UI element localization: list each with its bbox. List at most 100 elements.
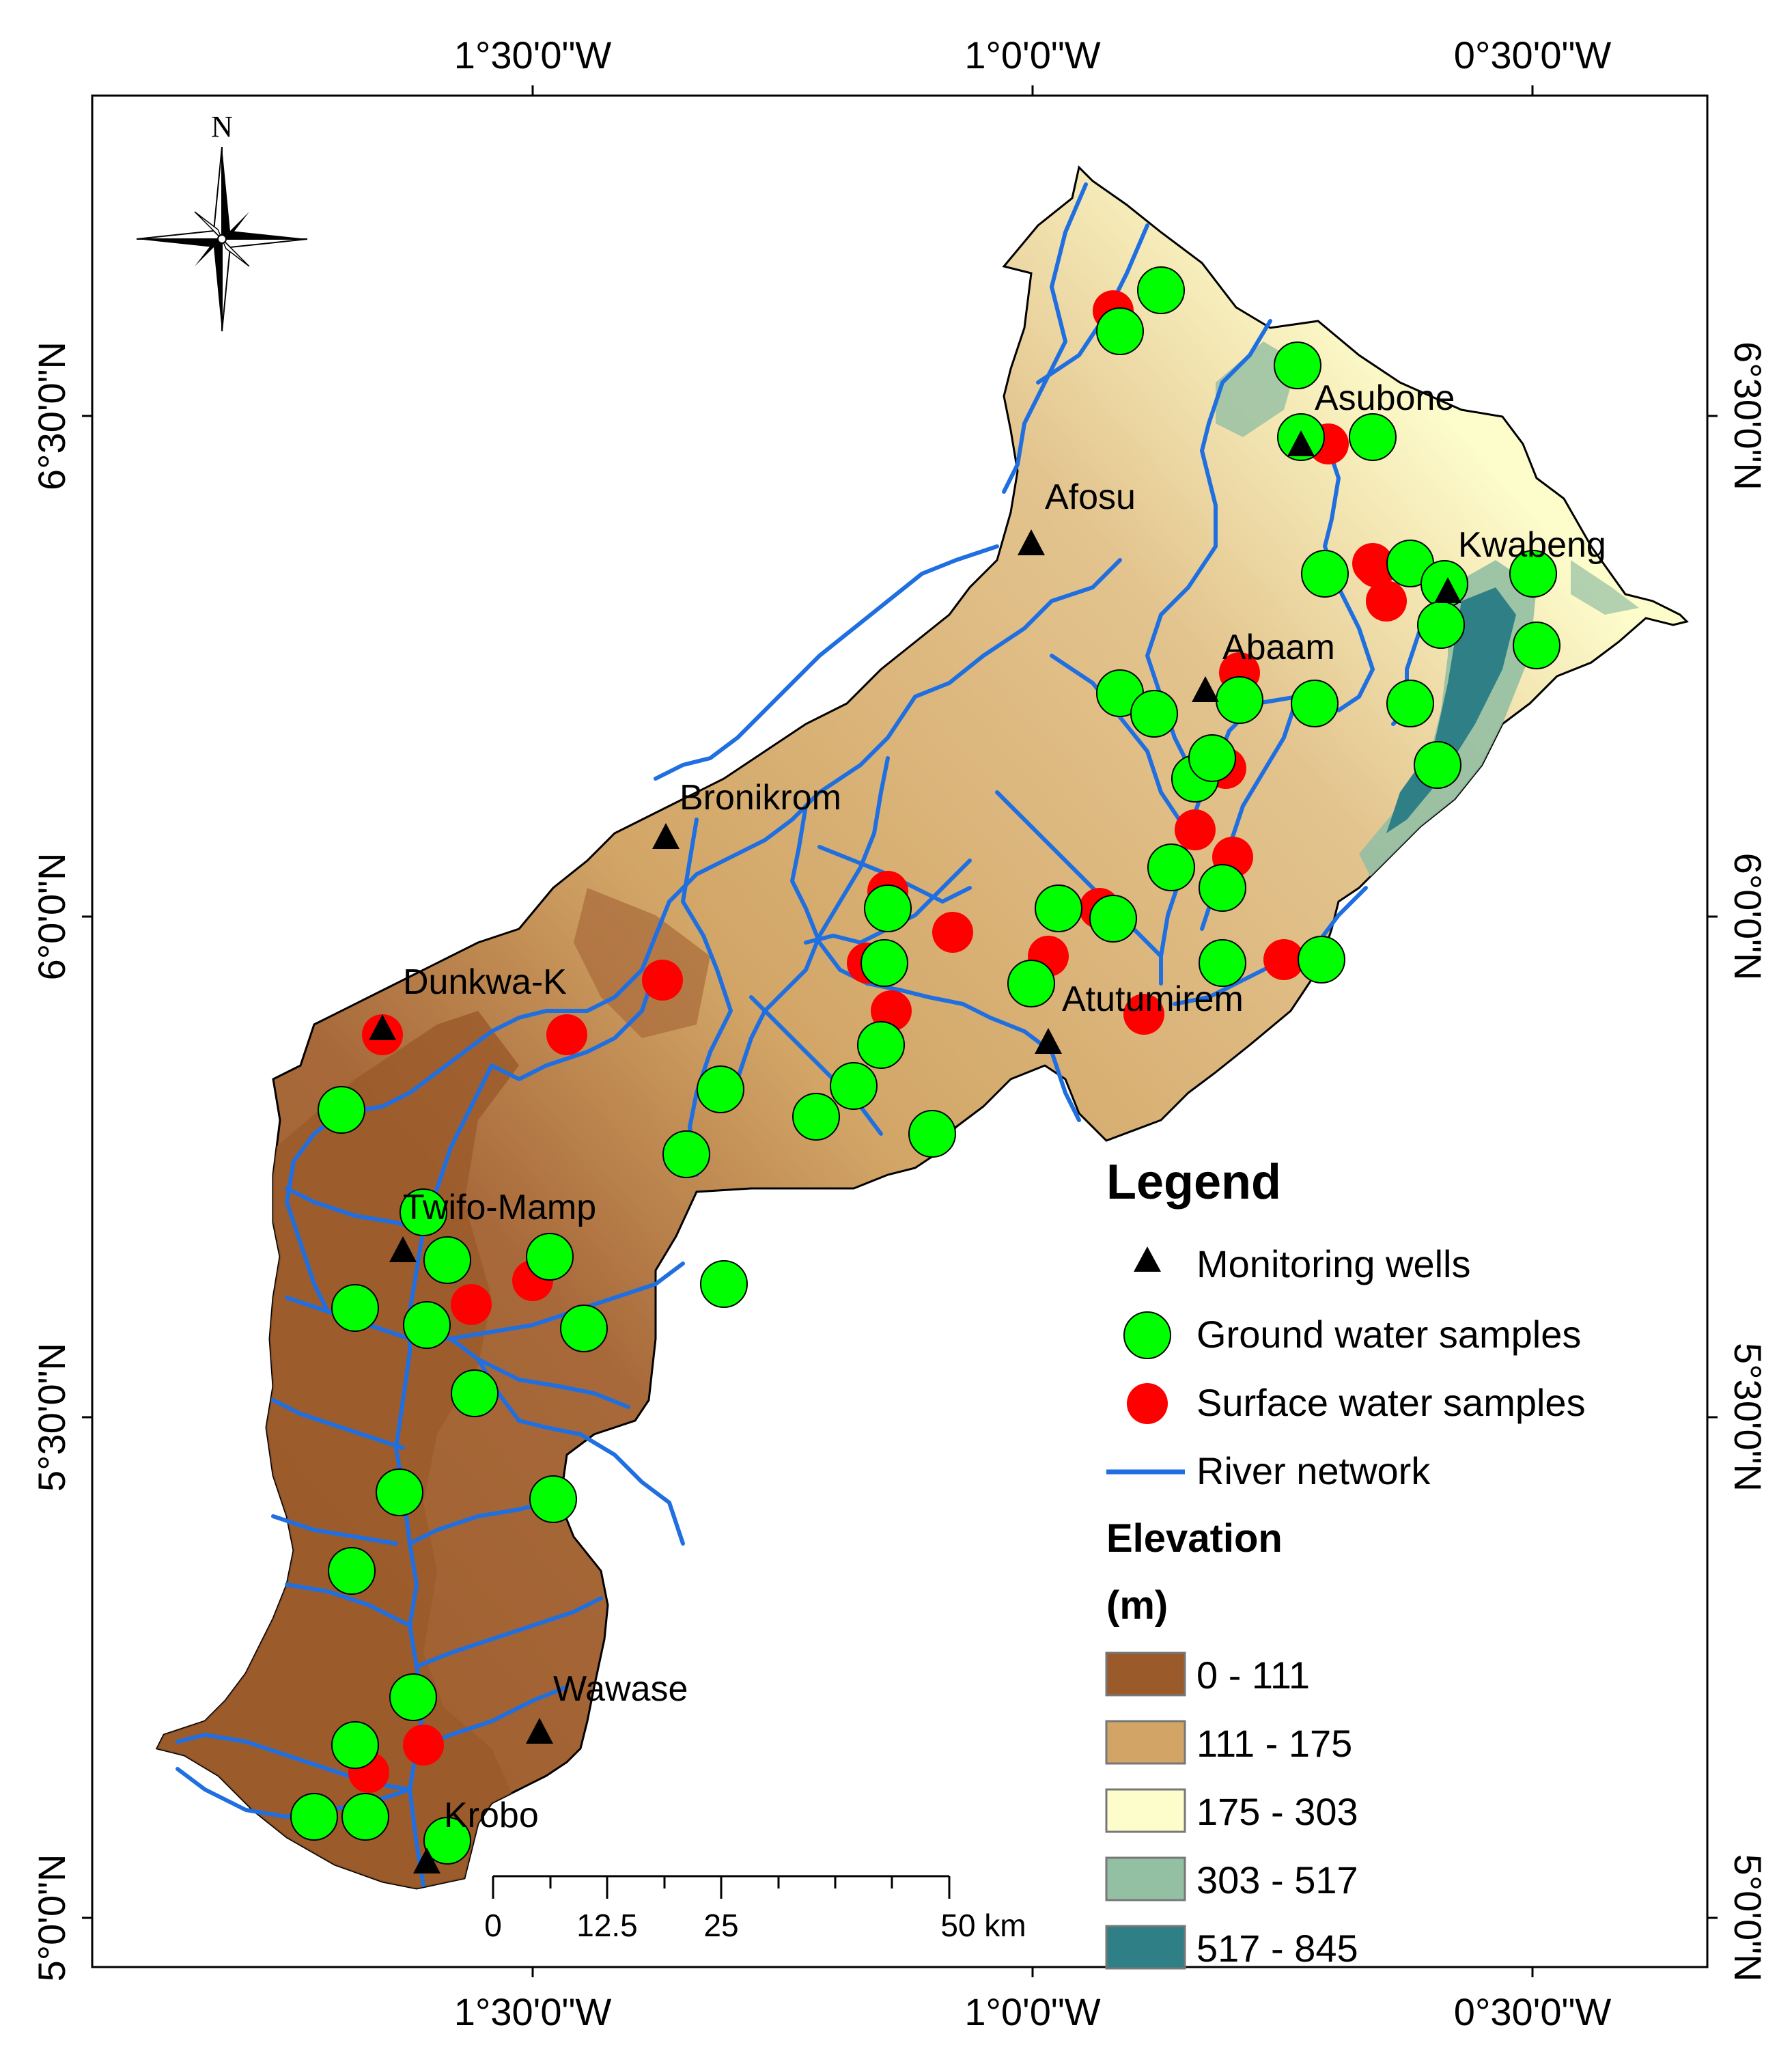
river xyxy=(1200,319,1272,453)
legend: Legend Monitoring wells Ground water sam… xyxy=(1105,1155,1586,1970)
legend-well-symbol xyxy=(1134,1246,1161,1272)
ground-water-sample xyxy=(529,1475,577,1523)
ground-water-sample xyxy=(792,1093,840,1141)
ground-water-sample xyxy=(1035,884,1082,932)
legend-elevation-swatch xyxy=(1105,1788,1186,1833)
ground-water-sample xyxy=(403,1301,451,1349)
ground-water-sample xyxy=(423,1236,471,1284)
surface-water-sample xyxy=(642,960,683,1001)
ground-water-sample xyxy=(860,939,908,987)
place-label-krobo: Krobo xyxy=(444,1796,539,1835)
legend-elevation-label: 303 - 517 xyxy=(1196,1858,1358,1901)
ground-water-sample xyxy=(1349,413,1397,461)
north-label: N xyxy=(211,110,233,143)
ground-water-sample xyxy=(389,1673,437,1721)
river xyxy=(271,1398,405,1450)
legend-river-network: River network xyxy=(1196,1449,1431,1492)
ground-water-sample xyxy=(1188,734,1236,782)
legend-elevation-swatch xyxy=(1105,1720,1186,1765)
ground-water-sample xyxy=(1147,844,1195,891)
ground-water-sample xyxy=(1417,601,1465,649)
surface-water-sample xyxy=(546,1014,587,1055)
ground-water-sample xyxy=(1509,550,1557,598)
legend-elevation-swatch xyxy=(1105,1856,1186,1901)
place-label-twifo-mamp: Twifo-Mamp xyxy=(403,1188,596,1227)
right-axis-labels: 6°30'0"N 6°0'0"N 5°30'0"N 5°0'0"N xyxy=(1726,342,1769,1981)
top-tick-label: 0°30'0"W xyxy=(1454,33,1612,76)
monitoring-well xyxy=(369,1014,396,1040)
ground-water-sample xyxy=(331,1721,379,1769)
surface-water-sample xyxy=(1366,581,1407,622)
scale-label: 50 km xyxy=(940,1908,1026,1943)
river xyxy=(285,1111,344,1313)
monitoring-well xyxy=(413,1848,440,1873)
river xyxy=(749,995,883,1136)
monitoring-well xyxy=(526,1718,553,1744)
ground-water-sample xyxy=(1291,680,1339,727)
river xyxy=(681,818,733,1177)
surface-water-sample xyxy=(1263,939,1304,980)
monitoring-well xyxy=(1018,529,1045,555)
ground-water-sample xyxy=(1137,266,1185,314)
monitoring-well xyxy=(1287,430,1315,456)
ground-water-sample xyxy=(1274,342,1321,389)
ground-water-sample xyxy=(328,1547,376,1595)
monitoring-well xyxy=(1035,1028,1062,1054)
top-axis-labels: 1°30'0"W 1°0'0"W 0°30'0"W xyxy=(454,33,1612,76)
ground-water-sample xyxy=(341,1793,389,1841)
ground-water-sample xyxy=(290,1793,338,1841)
surface-water-sample xyxy=(451,1284,492,1325)
graticule-ticks xyxy=(82,85,1718,1977)
ground-water-sample xyxy=(1096,307,1144,355)
ground-water-sample xyxy=(423,1817,471,1865)
compass-rose-icon: N xyxy=(136,110,308,332)
ground-water-sample xyxy=(857,1021,905,1069)
ground-water-sample xyxy=(400,1188,447,1236)
monitoring-well xyxy=(1192,676,1219,702)
ground-water-sample xyxy=(1199,864,1246,912)
river xyxy=(449,1337,630,1409)
right-tick-label: 6°30'0"N xyxy=(1726,342,1769,490)
scale-label: 0 xyxy=(484,1908,502,1943)
left-tick-label: 5°30'0"N xyxy=(30,1343,73,1492)
river xyxy=(271,1514,398,1546)
scale-label: 12.5 xyxy=(576,1908,638,1943)
right-tick-label: 5°30'0"N xyxy=(1726,1343,1769,1492)
surface-water-sample xyxy=(1356,546,1397,587)
place-label-asubone: Asubone xyxy=(1315,378,1455,418)
legend-ground-water: Ground water samples xyxy=(1196,1313,1581,1356)
ground-water-sample xyxy=(700,1260,748,1308)
place-label-dunkwa-k: Dunkwa-K xyxy=(403,962,567,1002)
ground-water-sample xyxy=(1007,960,1055,1007)
legend-title: Legend xyxy=(1106,1155,1281,1210)
legend-ground-water-symbol xyxy=(1123,1311,1171,1359)
scale-bar xyxy=(492,1875,951,1899)
highland-east xyxy=(1571,560,1639,615)
scale-bar-labels: 0 12.5 25 50 km xyxy=(484,1908,1026,1943)
legend-surface-water-symbol xyxy=(1127,1383,1168,1424)
place-label-afosu: Afosu xyxy=(1045,477,1136,517)
surface-water-sample xyxy=(403,1725,444,1766)
bottom-axis-labels: 1°30'0"W 1°0'0"W 0°30'0"W xyxy=(454,1990,1612,2033)
left-tick-label: 6°30'0"N xyxy=(30,342,73,490)
ground-water-sample xyxy=(331,1284,379,1332)
ground-water-sample xyxy=(830,1062,878,1110)
top-tick-label: 1°0'0"W xyxy=(964,33,1100,76)
river xyxy=(415,1596,603,1669)
left-tick-label: 6°0'0"N xyxy=(30,853,73,981)
ground-water-samples xyxy=(290,266,1560,1865)
ground-water-sample xyxy=(1513,622,1560,669)
place-label-atutumirem: Atutumirem xyxy=(1062,979,1244,1019)
ground-water-sample xyxy=(1199,939,1246,987)
ground-water-sample xyxy=(1414,741,1461,789)
legend-elevation-label: 111 - 175 xyxy=(1196,1722,1352,1765)
legend-monitoring-wells: Monitoring wells xyxy=(1196,1242,1471,1285)
surface-water-sample xyxy=(1123,994,1164,1035)
ground-water-sample xyxy=(908,1110,956,1158)
ground-water-sample xyxy=(1386,680,1434,727)
place-label-kwabeng: Kwabeng xyxy=(1458,525,1606,565)
legend-surface-water: Surface water samples xyxy=(1196,1381,1586,1424)
ground-water-sample xyxy=(662,1130,710,1178)
bottom-tick-label: 1°30'0"W xyxy=(454,1990,612,2033)
